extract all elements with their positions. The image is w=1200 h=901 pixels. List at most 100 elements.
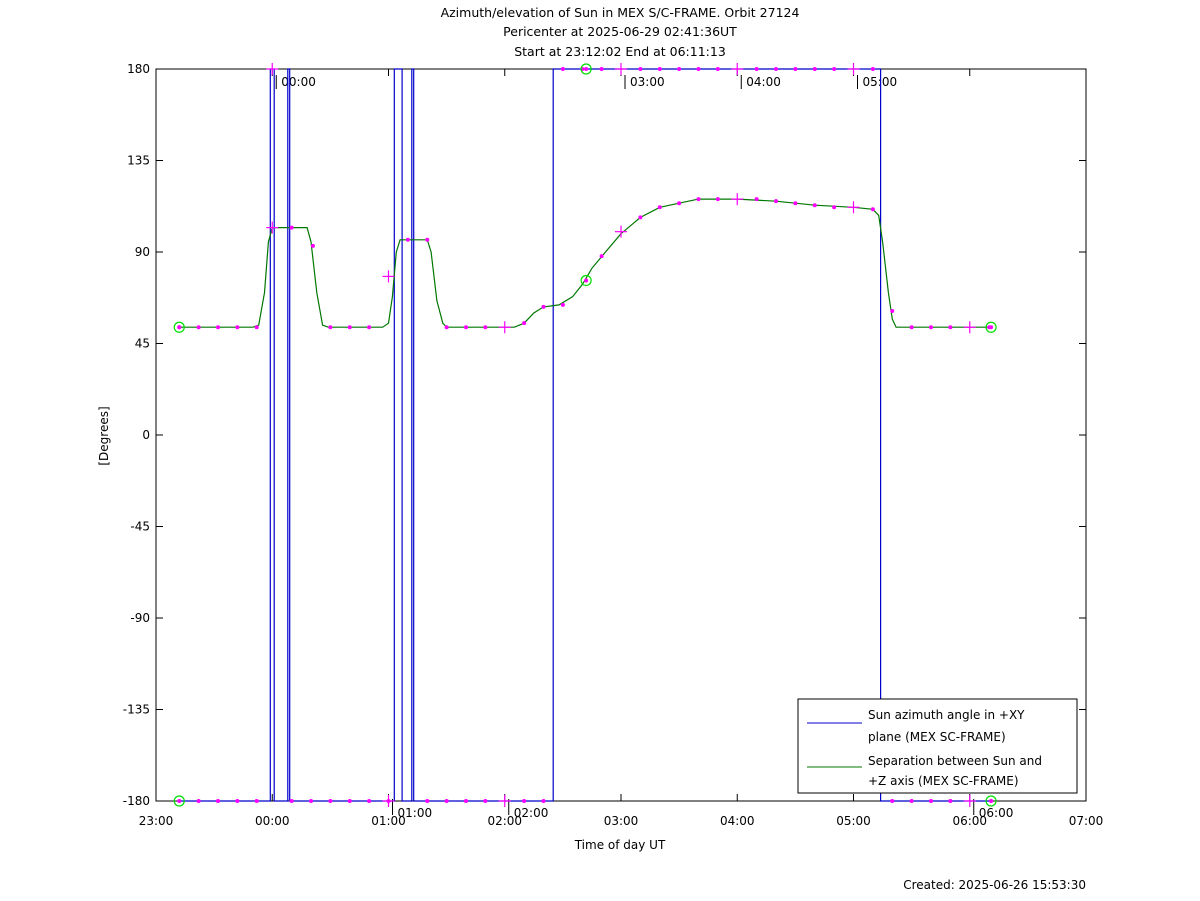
hour-cross-marker: [498, 321, 511, 334]
legend-box: [797, 698, 1078, 794]
hour-marker-label: 00:00: [281, 75, 316, 89]
data-point: [599, 254, 604, 259]
data-point: [347, 799, 352, 803]
y-tick-label: 0: [142, 428, 150, 442]
hour-cross-marker: [847, 201, 860, 214]
data-point: [909, 799, 914, 803]
y-tick-label: 135: [127, 154, 150, 168]
data-point: [235, 325, 240, 330]
data-point: [196, 799, 201, 803]
data-point: [367, 799, 372, 803]
hour-cross-marker: [498, 795, 511, 807]
data-point: [235, 799, 240, 803]
hour-marker-label: 06:00: [979, 806, 1014, 820]
hour-cross-marker: [615, 225, 627, 238]
hour-cross-marker: [731, 193, 744, 206]
legend-entry-separation-line-1: Separation between Sun and: [868, 754, 1042, 768]
data-point: [890, 799, 895, 803]
data-point: [196, 325, 201, 330]
hour-cross-marker: [963, 321, 976, 334]
data-point: [464, 799, 468, 803]
x-tick-label: 03:00: [604, 814, 639, 828]
data-point: [309, 799, 313, 803]
data-point: [560, 67, 565, 71]
hour-cross-marker: [266, 63, 279, 75]
x-tick-label: 23:00: [139, 814, 174, 828]
endpoint-circle: [985, 321, 997, 333]
x-tick-label: 05:00: [836, 814, 871, 828]
separation-line: [179, 198, 992, 328]
hour-cross-marker: [615, 63, 627, 75]
data-point: [832, 67, 837, 71]
data-point: [522, 321, 527, 326]
data-point: [948, 325, 953, 330]
data-point: [405, 237, 410, 242]
data-point: [754, 67, 759, 71]
endpoint-dot: [177, 325, 182, 330]
data-point: [774, 67, 778, 71]
title-line-2: Pericenter at 2025-06-29 02:41:36UT: [503, 24, 737, 39]
data-point: [328, 799, 333, 803]
hour-cross-marker: [266, 221, 279, 234]
azimuth-line: [179, 68, 992, 802]
endpoint-circle: [580, 63, 592, 75]
x-tick-label: 07:00: [1069, 814, 1104, 828]
data-point: [483, 799, 488, 803]
data-point: [696, 67, 701, 71]
data-point: [677, 67, 682, 71]
data-point: [444, 325, 449, 330]
data-point: [657, 67, 662, 71]
data-point: [677, 201, 682, 206]
y-tick-label: -90: [130, 611, 150, 625]
data-point: [254, 325, 259, 330]
data-point: [464, 325, 468, 330]
hour-cross-marker: [382, 270, 395, 283]
hour-marker-label: 02:00: [514, 806, 549, 820]
data-point: [289, 225, 294, 230]
data-point: [216, 799, 220, 803]
hour-marker-label: 05:00: [863, 75, 898, 89]
data-point: [560, 302, 565, 307]
data-point: [929, 325, 933, 330]
y-axis: 180 135 90 45 0 -45 -90 -135 -180: [123, 62, 1086, 808]
data-point: [216, 325, 220, 330]
data-point: [425, 237, 430, 242]
x-tick-label: 00:00: [255, 814, 290, 828]
y-tick-label: 180: [127, 62, 150, 76]
endpoint-circle: [580, 274, 592, 287]
hour-cross-marker: [847, 63, 860, 75]
legend-entry-separation-line-2: +Z axis (MEX SC-FRAME): [868, 774, 1019, 788]
data-point: [774, 199, 778, 204]
data-point: [483, 325, 488, 330]
endpoint-circle: [173, 795, 185, 807]
data-point: [890, 308, 895, 313]
data-point: [715, 197, 720, 202]
endpoint-dot: [177, 799, 182, 803]
data-point: [367, 325, 372, 330]
data-point: [754, 197, 759, 202]
data-point: [289, 799, 294, 803]
data-point: [638, 67, 643, 71]
data-point: [310, 243, 315, 248]
data-point: [812, 67, 817, 71]
data-point: [870, 207, 875, 212]
legend: Sun azimuth angle in +XY plane (MEX SC-F…: [797, 698, 1078, 794]
created-footer: Created: 2025-06-26 15:53:30: [903, 878, 1086, 892]
hour-marker-label: 03:00: [630, 75, 665, 89]
data-point: [444, 799, 449, 803]
x-tick-label: 06:00: [952, 814, 987, 828]
x-tick-label: 01:00: [371, 814, 406, 828]
data-point: [909, 325, 914, 330]
endpoint-dot: [989, 325, 994, 330]
y-tick-label: -180: [123, 794, 150, 808]
data-point: [929, 799, 933, 803]
data-point: [541, 304, 546, 309]
title-line-3: Start at 23:12:02 End at 06:11:13: [514, 44, 726, 59]
data-point: [657, 205, 662, 210]
legend-entry-azimuth-line-1: Sun azimuth angle in +XY: [868, 708, 1025, 722]
endpoint-circle: [985, 795, 997, 807]
title-line-1: Azimuth/elevation of Sun in MEX S/C-FRAM…: [441, 5, 800, 20]
hour-cross-marker: [731, 63, 744, 75]
y-tick-label: 90: [135, 245, 150, 259]
data-point: [793, 201, 798, 206]
